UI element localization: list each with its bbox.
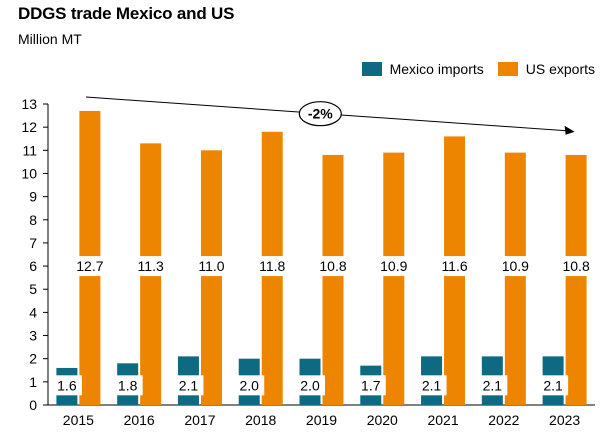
x-tick-label: 2020 (367, 412, 398, 428)
data-label-mexico-imports-bg (234, 375, 265, 396)
data-label-mexico-imports: 2.1 (179, 377, 199, 393)
data-label-us-exports: 12.7 (76, 258, 103, 274)
legend-swatch-mexico (361, 62, 382, 76)
trend-label: -2% (308, 106, 333, 122)
legend-item-us: US exports (497, 61, 595, 77)
y-tick-label: 5 (29, 281, 37, 297)
x-tick-label: 2023 (549, 412, 580, 428)
data-label-mexico-imports-bg (112, 375, 143, 396)
data-label-mexico-imports: 2.1 (543, 377, 563, 393)
y-tick-label: 10 (21, 165, 37, 181)
x-tick-label: 2021 (427, 412, 458, 428)
chart-subtitle: Million MT (18, 31, 82, 47)
data-label-mexico-imports-bg (173, 375, 204, 396)
y-tick-label: 0 (29, 397, 37, 413)
trend-arrow-head (564, 125, 575, 135)
data-label-us-exports: 11.3 (138, 258, 164, 274)
data-label-mexico-imports-bg (355, 375, 386, 396)
data-label-mexico-imports-bg (51, 375, 82, 396)
data-label-us-exports-bg (192, 256, 231, 277)
data-label-us-exports-bg (374, 256, 413, 277)
data-label-us-exports: 11.6 (441, 258, 467, 274)
data-label-us-exports-bg (557, 256, 596, 277)
y-tick-label: 1 (29, 374, 37, 390)
data-label-us-exports-bg (435, 256, 474, 277)
y-tick-label: 13 (21, 96, 37, 112)
legend-swatch-us (497, 62, 518, 76)
x-tick-label: 2015 (63, 412, 94, 428)
data-label-mexico-imports-bg (295, 375, 325, 396)
trend-label-badge (298, 101, 342, 127)
data-label-mexico-imports: 2.1 (422, 377, 442, 393)
data-label-us-exports: 10.9 (502, 258, 529, 274)
data-label-mexico-imports: 2.1 (483, 377, 503, 393)
data-label-us-exports: 11.0 (198, 258, 224, 274)
chart-title: DDGS trade Mexico and US (18, 4, 235, 23)
y-tick-label: 9 (29, 189, 37, 205)
data-label-us-exports: 10.9 (380, 258, 407, 274)
data-label-mexico-imports-bg (416, 375, 447, 396)
bar-us-exports (322, 154, 344, 405)
legend-label-us: US exports (525, 61, 595, 77)
data-label-us-exports: 10.8 (319, 258, 346, 274)
y-tick-label: 8 (29, 212, 37, 228)
data-label-mexico-imports: 1.8 (118, 377, 138, 393)
data-label-mexico-imports: 2.0 (239, 377, 259, 393)
data-label-us-exports-bg (496, 256, 535, 277)
x-tick-label: 2022 (488, 412, 519, 428)
bar-us-exports (565, 154, 587, 405)
y-tick-label: 2 (29, 351, 37, 367)
data-label-mexico-imports: 1.7 (361, 377, 381, 393)
x-tick-label: 2017 (184, 412, 215, 428)
data-label-mexico-imports-bg (538, 375, 569, 396)
y-tick-label: 7 (29, 235, 37, 251)
x-tick-label: 2016 (124, 412, 155, 428)
x-tick-label: 2018 (245, 412, 276, 428)
y-tick-label: 6 (29, 258, 37, 274)
data-label-mexico-imports-bg (477, 375, 508, 396)
y-tick-label: 3 (29, 328, 37, 344)
bar-us-exports (383, 152, 405, 405)
legend: Mexico imports US exports (348, 61, 595, 77)
data-label-us-exports-bg (131, 256, 170, 277)
data-label-us-exports-bg (70, 256, 109, 277)
legend-item-mexico: Mexico imports (361, 61, 484, 77)
legend-label-mexico: Mexico imports (389, 61, 484, 77)
data-label-mexico-imports: 1.6 (57, 377, 77, 393)
data-label-us-exports: 10.8 (562, 258, 589, 274)
bar-us-exports (504, 152, 526, 405)
y-tick-label: 11 (22, 142, 37, 158)
data-label-us-exports: 11.8 (259, 258, 285, 274)
y-tick-label: 12 (21, 119, 37, 135)
y-tick-label: 4 (29, 304, 37, 320)
data-label-us-exports-bg (314, 256, 352, 277)
bar-us-exports (200, 150, 222, 405)
data-label-mexico-imports: 2.0 (300, 377, 320, 393)
x-tick-label: 2019 (306, 412, 337, 428)
data-label-us-exports-bg (253, 256, 292, 277)
